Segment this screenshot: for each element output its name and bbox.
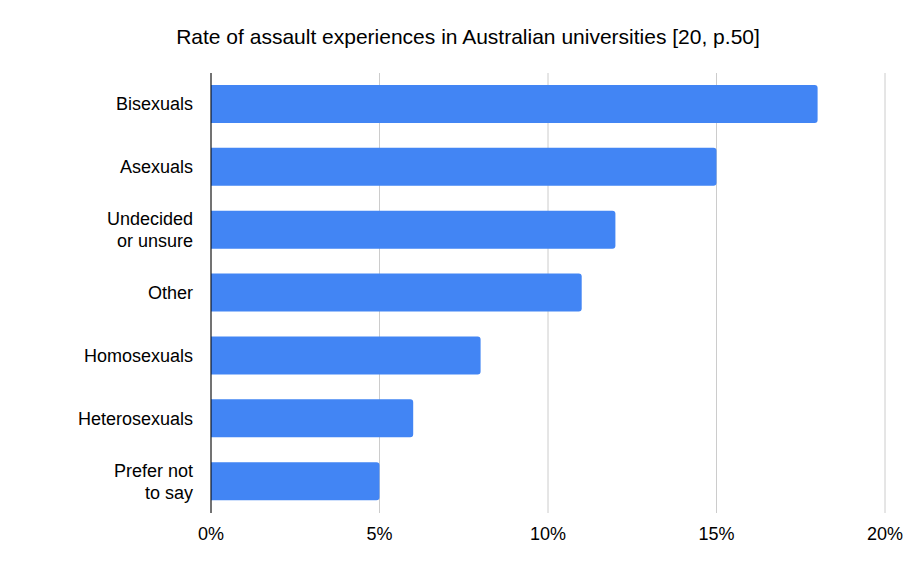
html-text:Rate of assault experiences in: Rate of assault experiences in Australia… [176, 25, 760, 48]
svg-text:0%: 0% [198, 524, 224, 544]
svg-text:Asexuals: Asexuals [120, 157, 193, 177]
svg-text:Prefer notto say: Prefer notto say [114, 461, 193, 503]
svg-text:Heterosexuals: Heterosexuals [78, 409, 193, 429]
svg-text:15%: 15% [698, 524, 734, 544]
svg-text:20%: 20% [867, 524, 903, 544]
svg-text:5%: 5% [366, 524, 392, 544]
svg-text:Undecidedor unsure: Undecidedor unsure [107, 209, 193, 251]
svg-text:10%: 10% [530, 524, 566, 544]
svg-text:Homosexuals: Homosexuals [84, 346, 193, 366]
svg-text:Other: Other [148, 283, 193, 303]
svg-text:Bisexuals: Bisexuals [116, 94, 193, 114]
